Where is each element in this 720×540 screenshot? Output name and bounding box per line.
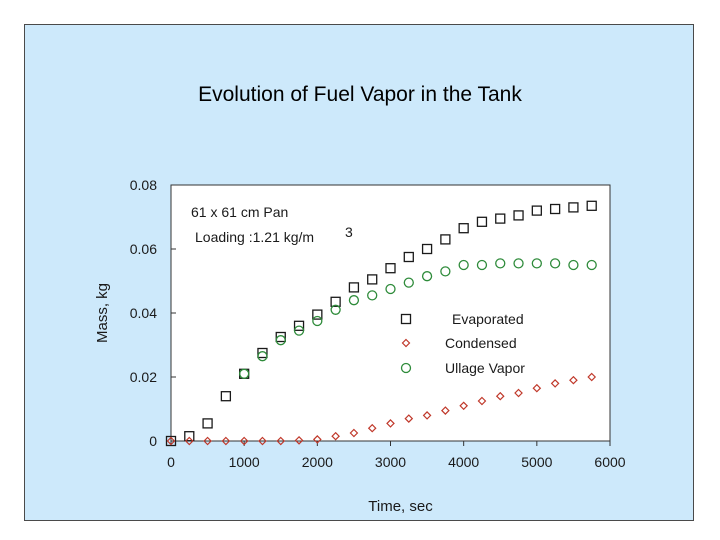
ullage-vapor-point	[275, 335, 286, 346]
plot-area	[170, 184, 611, 442]
y-tick-label: 0	[149, 433, 157, 449]
condensed-point	[495, 391, 505, 401]
y-tick-label: 0.06	[130, 241, 157, 257]
ullage-vapor-point	[531, 258, 542, 269]
condensed-point	[569, 375, 578, 385]
x-tick-label: 6000	[594, 454, 625, 470]
ullage-vapor-point	[440, 266, 451, 277]
chart-svg: 0 0.02 0.04 0.06 0.08 0 1000 2000 3000 4000 5000 60…	[94, 177, 626, 515]
evaporated-point	[220, 391, 232, 402]
ullage-vapor-point	[403, 277, 414, 288]
condensed-point	[349, 428, 359, 438]
evaporated-point	[385, 263, 396, 274]
evaporated-point	[184, 431, 195, 442]
legend-marker-evaporated	[400, 313, 412, 325]
legend-label-condensed: Condensed	[445, 335, 517, 351]
x-tick-label: 5000	[521, 454, 552, 470]
ullage-vapor-point	[257, 351, 268, 362]
annotation-superscript: 3	[345, 224, 353, 240]
ullage-vapor-point	[495, 258, 506, 269]
evaporated-point	[202, 418, 213, 429]
condensed-point	[221, 436, 231, 446]
evaporated-point	[531, 205, 542, 216]
ullage-vapor-point	[476, 259, 488, 271]
condensed-point	[367, 423, 377, 433]
condensed-point	[422, 411, 432, 420]
legend-label-evaporated: Evaporated	[452, 311, 524, 327]
evaporated-point	[549, 203, 561, 215]
x-axis-title: Time, sec	[368, 498, 433, 515]
evaporated-point	[403, 251, 414, 263]
ullage-vapor-point	[458, 259, 469, 271]
condensed-point	[441, 406, 450, 415]
ullage-vapor-point	[330, 304, 341, 315]
condensed-point	[514, 388, 523, 398]
ullage-vapor-point	[312, 315, 323, 327]
evaporated-point	[513, 210, 524, 221]
x-tick-label: 3000	[375, 454, 406, 470]
y-tick-label: 0.04	[130, 305, 157, 321]
evaporated-point	[367, 274, 378, 285]
annotation-loading: Loading :1.21 kg/m	[195, 229, 314, 245]
ullage-vapor-point	[549, 258, 561, 269]
condensed-point	[239, 436, 249, 446]
chart-title: Evolution of Fuel Vapor in the Tank	[198, 83, 522, 106]
evaporated-point	[257, 347, 268, 359]
condensed-point	[276, 436, 286, 446]
condensed-point	[532, 383, 542, 393]
legend-marker-ullage-vapor	[400, 362, 412, 374]
condensed-point	[550, 379, 560, 388]
condensed-point	[312, 435, 322, 444]
evaporated-point	[476, 216, 488, 227]
condensed-point	[166, 436, 176, 446]
condensed-point	[477, 396, 487, 406]
evaporated-point	[348, 282, 360, 293]
ullage-vapor-point	[239, 368, 250, 379]
condensed-point	[459, 401, 469, 411]
y-tick-label: 0.02	[130, 369, 157, 385]
condensed-point	[386, 419, 395, 428]
evaporated-point	[458, 223, 469, 234]
legend-label-ullage-vapor: Ullage Vapor	[445, 360, 525, 376]
evaporated-point	[312, 309, 323, 320]
slide-background: Evolution of Fuel Vapor in the Tank 0 0.0…	[24, 24, 694, 521]
evaporated-point	[440, 234, 451, 245]
evaporated-point	[495, 213, 506, 224]
x-tick-label: 4000	[448, 454, 479, 470]
condensed-point	[258, 436, 267, 446]
ullage-vapor-point	[513, 258, 524, 269]
condensed-point	[587, 372, 597, 382]
x-tick-label: 0	[167, 454, 175, 470]
evaporated-point	[293, 320, 305, 331]
condensed-point	[203, 436, 212, 446]
x-tick-label: 1000	[229, 454, 260, 470]
evaporated-point	[568, 202, 579, 213]
ullage-vapor-point	[293, 325, 305, 336]
evaporated-point	[165, 435, 177, 447]
condensed-point	[404, 414, 414, 423]
y-axis-title: Mass, kg	[94, 283, 111, 343]
legend-marker-condensed	[401, 338, 411, 348]
y-tick-label: 0.08	[130, 177, 157, 193]
ullage-vapor-point	[421, 271, 433, 282]
ullage-vapor-point	[367, 290, 378, 301]
condensed-point	[331, 431, 340, 441]
condensed-point	[294, 436, 304, 445]
evaporated-point	[586, 200, 597, 211]
ullage-vapor-point	[586, 259, 597, 271]
ullage-vapor-point	[568, 259, 579, 271]
annotation-pan-size: 61 x 61 cm Pan	[191, 204, 288, 220]
ullage-vapor-point	[385, 283, 396, 295]
evaporated-point	[330, 296, 341, 307]
x-tick-label: 2000	[302, 454, 333, 470]
ullage-vapor-point	[348, 295, 360, 306]
condensed-point	[184, 436, 194, 446]
evaporated-point	[421, 243, 433, 255]
evaporated-point	[275, 331, 286, 343]
